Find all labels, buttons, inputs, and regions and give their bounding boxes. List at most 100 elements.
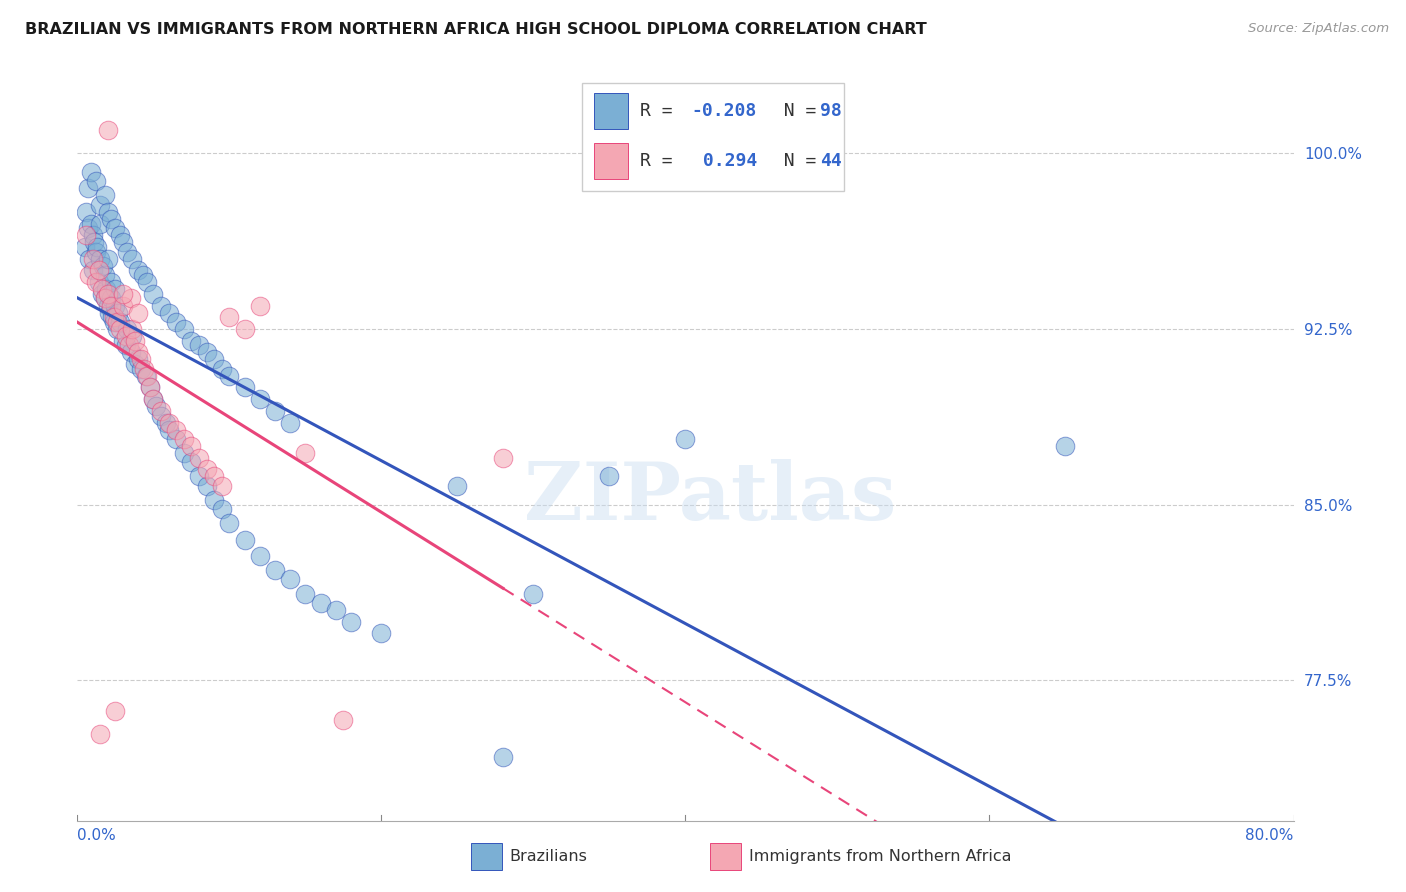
Point (121, 322, 143, 336)
Point (124, 357, 146, 371)
Point (111, 334, 134, 348)
Text: 80.0%: 80.0% (1246, 828, 1294, 843)
Point (80, 165, 103, 179)
Point (522, 586, 544, 600)
Point (127, 352, 149, 367)
Point (340, 615, 363, 629)
Point (104, 298, 127, 312)
Point (111, 298, 134, 312)
Text: N =: N = (762, 102, 827, 120)
Point (100, 292, 122, 306)
Point (97, 298, 120, 312)
Point (83, 235, 105, 250)
FancyBboxPatch shape (595, 144, 628, 179)
Point (211, 361, 233, 376)
Point (97, 204, 120, 219)
Text: 0.0%: 0.0% (77, 828, 117, 843)
Point (108, 322, 131, 336)
Point (84, 174, 107, 188)
Text: R =: R = (640, 153, 683, 170)
Point (103, 315, 125, 329)
Point (104, 221, 127, 235)
Point (157, 305, 180, 319)
Point (211, 502, 233, 516)
Point (96, 282, 118, 296)
Point (218, 368, 240, 383)
Point (77, 221, 100, 235)
Point (82, 252, 104, 266)
Point (108, 315, 131, 329)
Point (278, 573, 301, 587)
Point (492, 450, 515, 465)
Point (180, 439, 202, 453)
Point (195, 479, 218, 493)
Point (84, 244, 107, 259)
Point (84, 275, 107, 289)
Point (180, 455, 202, 469)
Point (121, 252, 143, 266)
Point (115, 329, 138, 343)
Point (87, 275, 110, 289)
Point (155, 416, 177, 430)
Point (77, 181, 100, 195)
Text: BRAZILIAN VS IMMIGRANTS FROM NORTHERN AFRICA HIGH SCHOOL DIPLOMA CORRELATION CHA: BRAZILIAN VS IMMIGRANTS FROM NORTHERN AF… (25, 22, 927, 37)
Point (492, 750, 515, 764)
Point (90, 282, 112, 296)
Point (82, 263, 104, 277)
Point (294, 586, 316, 600)
Point (157, 423, 180, 437)
Point (93, 268, 115, 282)
Point (89, 217, 111, 231)
Point (127, 345, 149, 359)
Point (202, 352, 225, 367)
Point (675, 432, 697, 446)
Point (142, 286, 165, 301)
Point (202, 469, 225, 483)
Point (139, 380, 162, 394)
Point (370, 626, 392, 640)
Point (104, 704, 127, 718)
Point (157, 416, 180, 430)
Point (173, 432, 195, 446)
Point (79, 268, 101, 282)
Point (100, 211, 122, 226)
Point (100, 298, 122, 312)
Point (117, 244, 139, 259)
Point (142, 392, 165, 406)
Point (97, 286, 120, 301)
Point (124, 334, 146, 348)
Point (309, 596, 332, 610)
Point (134, 361, 156, 376)
Point (195, 345, 218, 359)
Point (165, 315, 187, 329)
Point (111, 286, 134, 301)
Text: 0.294: 0.294 (692, 153, 756, 170)
FancyBboxPatch shape (595, 93, 628, 129)
Point (165, 432, 187, 446)
Point (93, 188, 115, 202)
Point (249, 298, 271, 312)
Point (264, 404, 287, 418)
Point (104, 282, 127, 296)
Text: Immigrants from Northern Africa: Immigrants from Northern Africa (749, 849, 1012, 863)
Point (121, 329, 143, 343)
Point (108, 228, 131, 243)
Point (233, 322, 256, 336)
Point (79, 252, 101, 266)
Point (195, 462, 218, 476)
Point (118, 338, 141, 352)
Point (86, 240, 108, 254)
Point (211, 479, 233, 493)
Text: ZIPatlas: ZIPatlas (523, 459, 896, 538)
Point (80, 217, 103, 231)
Point (218, 310, 240, 325)
Point (598, 469, 620, 483)
Point (97, 123, 120, 137)
Point (294, 446, 316, 460)
Point (233, 533, 256, 547)
Point (325, 603, 347, 617)
Point (136, 275, 159, 289)
Point (135, 368, 157, 383)
Point (82, 228, 104, 243)
Text: N =: N = (762, 153, 827, 170)
